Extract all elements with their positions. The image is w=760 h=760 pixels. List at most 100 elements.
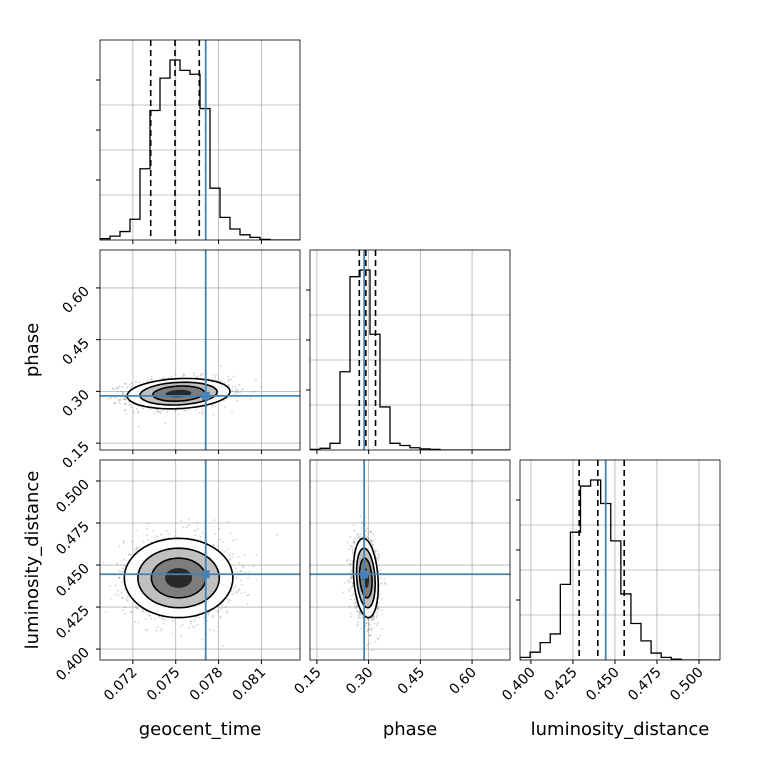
sample-point bbox=[248, 593, 251, 596]
sample-point bbox=[163, 622, 165, 625]
sample-point bbox=[351, 581, 353, 584]
sample-point bbox=[162, 409, 164, 412]
sample-point bbox=[231, 390, 234, 392]
sample-point bbox=[378, 556, 381, 559]
sample-point bbox=[214, 533, 217, 536]
sample-point bbox=[149, 408, 151, 411]
sample-point bbox=[201, 408, 204, 411]
sample-point bbox=[349, 560, 352, 562]
sample-point bbox=[122, 567, 124, 570]
grid bbox=[100, 250, 300, 450]
sample-point bbox=[155, 539, 158, 541]
sample-point bbox=[234, 391, 237, 394]
sample-point bbox=[369, 531, 372, 533]
sample-point bbox=[193, 374, 196, 377]
sample-point bbox=[350, 615, 352, 618]
sample-point bbox=[352, 541, 355, 544]
sample-point bbox=[214, 376, 217, 378]
sample-point bbox=[359, 613, 362, 615]
sample-point bbox=[180, 520, 182, 522]
sample-point bbox=[236, 391, 239, 394]
sample-point bbox=[129, 403, 132, 406]
sample-point bbox=[219, 616, 222, 619]
x-tick-label: 0.072 bbox=[101, 665, 141, 705]
sample-point bbox=[356, 606, 358, 609]
sample-point bbox=[148, 615, 151, 617]
panel-frame bbox=[99, 459, 301, 661]
sample-point bbox=[356, 615, 359, 617]
sample-point bbox=[127, 403, 129, 406]
sample-point bbox=[220, 365, 223, 367]
sample-point bbox=[350, 577, 353, 579]
sample-point bbox=[142, 407, 145, 410]
sample-point bbox=[376, 605, 379, 608]
sample-point bbox=[246, 594, 249, 597]
grid bbox=[310, 250, 510, 450]
sample-point bbox=[348, 563, 351, 566]
sample-point bbox=[235, 388, 237, 390]
sample-point bbox=[234, 567, 237, 570]
sample-point bbox=[367, 537, 370, 540]
sample-point bbox=[208, 628, 211, 631]
sample-point bbox=[137, 411, 140, 413]
sample-point bbox=[127, 401, 130, 403]
sample-point bbox=[235, 591, 238, 593]
sample-point bbox=[372, 540, 374, 542]
sample-point bbox=[226, 598, 229, 600]
x-tick-label: 0.075 bbox=[144, 665, 184, 705]
sample-point bbox=[356, 605, 359, 607]
sample-point bbox=[349, 612, 352, 615]
sample-point bbox=[194, 529, 197, 532]
sample-point bbox=[121, 386, 124, 389]
sample-point bbox=[351, 594, 353, 597]
contour-line bbox=[150, 557, 207, 599]
x-tick-label: 0.081 bbox=[230, 665, 270, 705]
sample-point bbox=[137, 411, 140, 414]
sample-point bbox=[370, 531, 373, 533]
sample-point bbox=[380, 613, 383, 616]
sample-point bbox=[237, 591, 239, 593]
sample-point bbox=[361, 521, 363, 523]
sample-point bbox=[184, 409, 187, 412]
sample-point bbox=[124, 409, 126, 412]
sample-point bbox=[162, 377, 165, 379]
sample-point bbox=[118, 577, 121, 579]
sample-point bbox=[353, 605, 356, 607]
sample-point bbox=[109, 584, 111, 587]
y-tick-label: 0.475 bbox=[53, 519, 93, 559]
sample-point bbox=[116, 390, 119, 393]
sample-point bbox=[135, 548, 138, 551]
sample-point bbox=[367, 618, 370, 620]
y-tick-label: 0.450 bbox=[53, 561, 93, 601]
sample-point bbox=[361, 522, 364, 524]
sample-point bbox=[122, 597, 124, 599]
sample-point bbox=[207, 614, 210, 616]
sample-point bbox=[226, 612, 229, 614]
sample-point bbox=[375, 616, 378, 619]
sample-point bbox=[120, 390, 123, 393]
sample-point bbox=[365, 622, 367, 625]
sample-point bbox=[134, 620, 137, 623]
sample-point bbox=[198, 616, 200, 619]
sample-point bbox=[358, 612, 361, 615]
sample-point bbox=[212, 629, 215, 632]
panel-content bbox=[310, 250, 510, 450]
sample-point bbox=[207, 612, 210, 614]
sample-point bbox=[163, 619, 166, 622]
x-tick-label: 0.078 bbox=[187, 665, 227, 705]
sample-point bbox=[223, 381, 226, 384]
sample-point bbox=[132, 413, 135, 415]
sample-point bbox=[135, 408, 138, 410]
sample-point bbox=[348, 605, 351, 607]
sample-point bbox=[201, 373, 204, 376]
sample-point bbox=[212, 373, 215, 376]
sample-point bbox=[136, 547, 139, 549]
x-tick-label: 0.45 bbox=[395, 665, 428, 698]
sample-point bbox=[102, 561, 105, 564]
grid bbox=[310, 460, 510, 660]
sample-point bbox=[226, 397, 229, 400]
sample-point bbox=[118, 545, 121, 548]
sample-point bbox=[218, 527, 221, 530]
sample-point bbox=[231, 556, 234, 559]
sample-point bbox=[212, 614, 215, 617]
